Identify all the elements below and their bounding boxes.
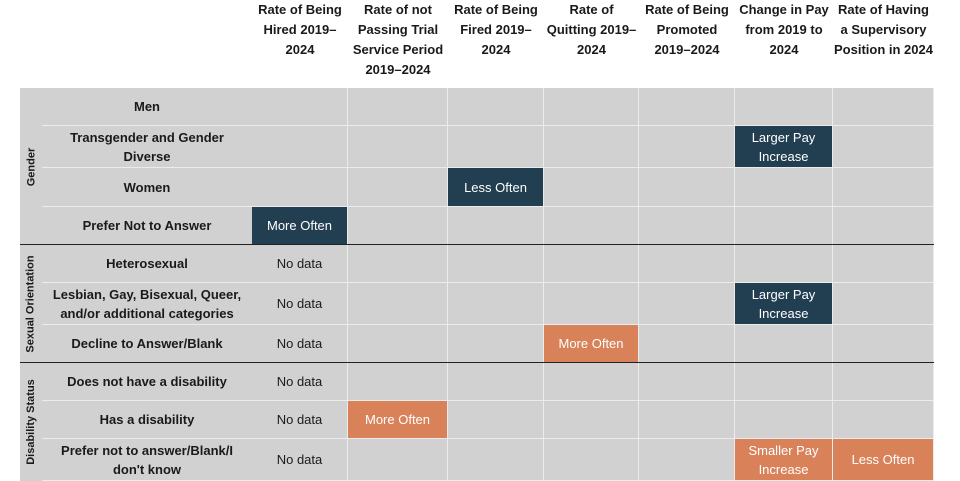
table-cell	[833, 207, 934, 245]
table-cell: Less Often	[448, 168, 544, 207]
row-label: Does not have a disability	[42, 363, 252, 401]
table-cell	[544, 88, 639, 126]
table-cell	[639, 88, 735, 126]
table-cell	[348, 207, 448, 245]
table-cell: No data	[252, 439, 348, 481]
table-cell	[348, 88, 448, 126]
table-cell	[735, 168, 833, 207]
row-label: Heterosexual	[42, 245, 252, 283]
table-cell	[252, 168, 348, 207]
table-cell	[348, 283, 448, 325]
row-label: Has a disability	[42, 401, 252, 439]
row-label: Transgender and Gender Diverse	[42, 126, 252, 168]
table-cell	[833, 168, 934, 207]
table-cell: More Often	[544, 325, 639, 363]
table-cell	[544, 168, 639, 207]
group-label-text: Sexual Orientation	[25, 255, 38, 353]
row-label: Men	[42, 88, 252, 126]
group-label: Gender	[20, 88, 42, 245]
table-cell: More Often	[252, 207, 348, 245]
table-cell	[448, 325, 544, 363]
table-cell	[833, 126, 934, 168]
table-cell	[448, 439, 544, 481]
table-cell	[348, 325, 448, 363]
column-header: Change in Pay from 2019 to 2024	[739, 2, 829, 57]
table-cell	[448, 283, 544, 325]
table-cell	[639, 126, 735, 168]
row-label: Lesbian, Gay, Bisexual, Queer, and/or ad…	[42, 283, 252, 325]
group-label-text: Gender	[25, 147, 38, 186]
table-cell	[735, 207, 833, 245]
table-cell: No data	[252, 401, 348, 439]
table-cell	[735, 245, 833, 283]
table-cell: No data	[252, 363, 348, 401]
column-header: Rate of Having a Supervisory Position in…	[834, 2, 933, 57]
table-cell	[639, 325, 735, 363]
table-cell	[252, 126, 348, 168]
column-header: Rate of not Passing Trial Service Period…	[352, 2, 444, 77]
table-cell: Smaller Pay Increase	[735, 439, 833, 481]
table-cell	[348, 245, 448, 283]
row-label: Prefer Not to Answer	[42, 207, 252, 245]
table-cell	[833, 245, 934, 283]
table-cell	[448, 245, 544, 283]
table-cell: No data	[252, 283, 348, 325]
row-label: Prefer not to answer/Blank/I don't know	[42, 439, 252, 481]
table-cell	[544, 401, 639, 439]
table-cell	[448, 207, 544, 245]
table-cell	[833, 325, 934, 363]
table-cell: No data	[252, 325, 348, 363]
row-label: Women	[42, 168, 252, 207]
table-cell	[833, 88, 934, 126]
table-cell	[448, 126, 544, 168]
table-cell	[544, 283, 639, 325]
table-cell: Less Often	[833, 439, 934, 481]
column-header: Rate of Quitting 2019–2024	[546, 2, 637, 57]
group-label: Sexual Orientation	[20, 245, 42, 363]
table-cell	[735, 88, 833, 126]
table-cell	[348, 439, 448, 481]
table-cell	[833, 283, 934, 325]
row-label: Decline to Answer/Blank	[42, 325, 252, 363]
table-cell	[735, 401, 833, 439]
table-cell	[544, 363, 639, 401]
table-cell: No data	[252, 245, 348, 283]
column-header: Rate of Being Promoted 2019–2024	[645, 2, 729, 57]
table-cell	[639, 363, 735, 401]
table-cell	[735, 325, 833, 363]
table-cell: More Often	[348, 401, 448, 439]
table-cell	[544, 207, 639, 245]
table-cell: Larger Pay Increase	[735, 126, 833, 168]
table-cell	[639, 401, 735, 439]
table-cell	[833, 363, 934, 401]
table-cell	[639, 283, 735, 325]
table-cell	[639, 168, 735, 207]
table-cell	[544, 439, 639, 481]
table-cell	[735, 363, 833, 401]
column-header: Rate of Being Hired 2019–2024	[258, 2, 342, 57]
table-cell: Larger Pay Increase	[735, 283, 833, 325]
group-label-text: Disability Status	[25, 379, 38, 465]
table-cell	[544, 245, 639, 283]
table-cell	[448, 401, 544, 439]
table-cell	[348, 126, 448, 168]
table-cell	[348, 363, 448, 401]
table-cell	[252, 88, 348, 126]
table-cell	[833, 401, 934, 439]
column-header: Rate of Being Fired 2019–2024	[454, 2, 538, 57]
table-cell	[639, 245, 735, 283]
table-cell	[544, 126, 639, 168]
table-cell	[348, 168, 448, 207]
table-cell	[639, 439, 735, 481]
group-label: Disability Status	[20, 363, 42, 481]
table-cell	[639, 207, 735, 245]
table-cell	[448, 363, 544, 401]
table-cell	[448, 88, 544, 126]
